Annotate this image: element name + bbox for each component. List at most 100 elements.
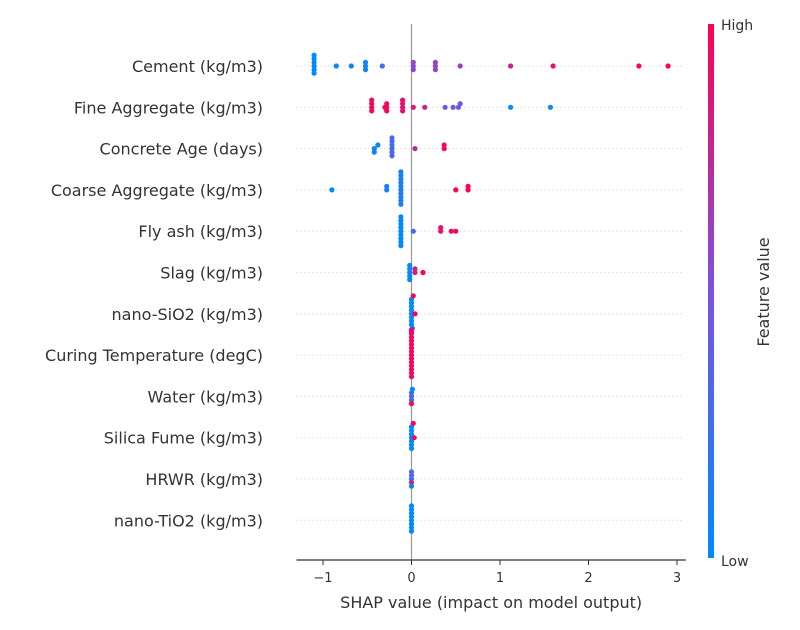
shap-point	[398, 194, 404, 200]
shap-point	[389, 146, 395, 152]
shap-point	[371, 149, 377, 155]
x-tick-label: 2	[584, 571, 592, 586]
shap-point	[442, 104, 448, 110]
shap-point	[408, 517, 415, 523]
shap-point	[408, 345, 415, 351]
shap-point	[382, 104, 388, 110]
shap-point	[407, 266, 413, 272]
shap-point	[448, 228, 454, 234]
feature-label: Concrete Age (days)	[100, 140, 263, 159]
shap-point	[407, 273, 413, 279]
shap-point	[369, 97, 375, 103]
shap-point	[375, 142, 381, 148]
shap-point	[398, 243, 404, 249]
colorbar-gradient	[708, 24, 714, 558]
shap-point	[410, 293, 416, 299]
shap-point	[408, 304, 415, 310]
colorbar-low-label: Low	[721, 554, 749, 570]
shap-point	[412, 311, 418, 317]
shap-point	[398, 217, 404, 223]
shap-point	[398, 180, 404, 186]
shap-point	[408, 442, 415, 448]
shap-point	[379, 63, 385, 69]
shap-point	[408, 472, 415, 478]
shap-point	[408, 359, 415, 365]
shap-point	[398, 183, 404, 189]
shap-point	[408, 363, 415, 369]
shap-point	[410, 59, 416, 65]
shap-point	[398, 225, 404, 231]
feature-row-guides	[296, 24, 684, 560]
x-tick-label: 0	[407, 571, 415, 586]
shap-point	[408, 370, 415, 376]
feature-label: HRWR (kg/m3)	[145, 470, 263, 489]
x-tick-label: 3	[673, 571, 681, 586]
shap-point	[400, 104, 406, 110]
shap-point	[369, 104, 375, 110]
colorbar-high-label: High	[721, 18, 753, 34]
feature-labels: Cement (kg/m3) Fine Aggregate (kg/m3) Conc…	[45, 57, 263, 530]
shap-point	[398, 239, 404, 245]
shap-point	[369, 108, 375, 114]
shap-point	[408, 503, 415, 509]
shap-point	[407, 262, 413, 268]
shap-point	[438, 225, 444, 231]
shap-point	[407, 269, 413, 276]
feature-label: Fine Aggregate (kg/m3)	[74, 98, 263, 117]
x-axis: −1 0 1 2 3	[296, 559, 686, 586]
shap-point	[408, 393, 415, 399]
x-tick-label: −1	[313, 571, 332, 586]
shap-point	[453, 187, 459, 193]
shap-point	[398, 187, 404, 193]
shap-point	[508, 104, 514, 110]
shap-point	[408, 341, 415, 347]
colorbar-title: Feature value	[754, 237, 773, 346]
feature-label: nano-SiO2 (kg/m3)	[112, 305, 263, 324]
shap-point	[422, 104, 428, 110]
shap-point	[384, 187, 390, 193]
shap-point	[400, 97, 406, 103]
shap-point	[432, 67, 438, 73]
shap-point	[362, 59, 369, 65]
shap-point	[398, 235, 404, 241]
shap-point	[398, 198, 404, 204]
shap-point	[400, 101, 406, 107]
shap-point	[408, 338, 415, 344]
shap-point	[409, 386, 415, 392]
shap-point	[398, 201, 404, 207]
shap-point	[408, 445, 415, 452]
shap-point	[408, 528, 415, 534]
shap-point	[311, 52, 317, 58]
shap-point	[311, 56, 317, 62]
shap-point	[398, 169, 404, 175]
shap-point	[408, 314, 415, 320]
shap-point	[311, 63, 317, 69]
shap-point	[311, 59, 317, 65]
shap-point	[420, 269, 426, 276]
shap-point	[408, 334, 415, 340]
shap-point	[410, 67, 416, 73]
shap-point	[407, 277, 413, 283]
shap-point	[410, 104, 416, 110]
shap-point	[389, 149, 395, 155]
shap-point	[389, 135, 395, 141]
shap-point	[410, 63, 416, 69]
shap-point	[450, 104, 456, 110]
shap-point	[465, 187, 471, 193]
shap-point	[333, 63, 339, 69]
shap-point	[371, 146, 377, 152]
shap-point	[362, 67, 369, 73]
shap-point	[665, 63, 671, 69]
shap-point	[408, 300, 415, 306]
shap-point	[408, 438, 415, 444]
shap-point	[408, 514, 415, 520]
shap-point	[408, 431, 415, 437]
shap-point	[411, 435, 417, 441]
shap-point	[550, 63, 556, 69]
shap-point	[408, 327, 415, 333]
shap-point	[438, 228, 444, 234]
shap-point	[408, 483, 415, 489]
shap-point	[412, 269, 418, 276]
shap-point	[432, 59, 438, 65]
